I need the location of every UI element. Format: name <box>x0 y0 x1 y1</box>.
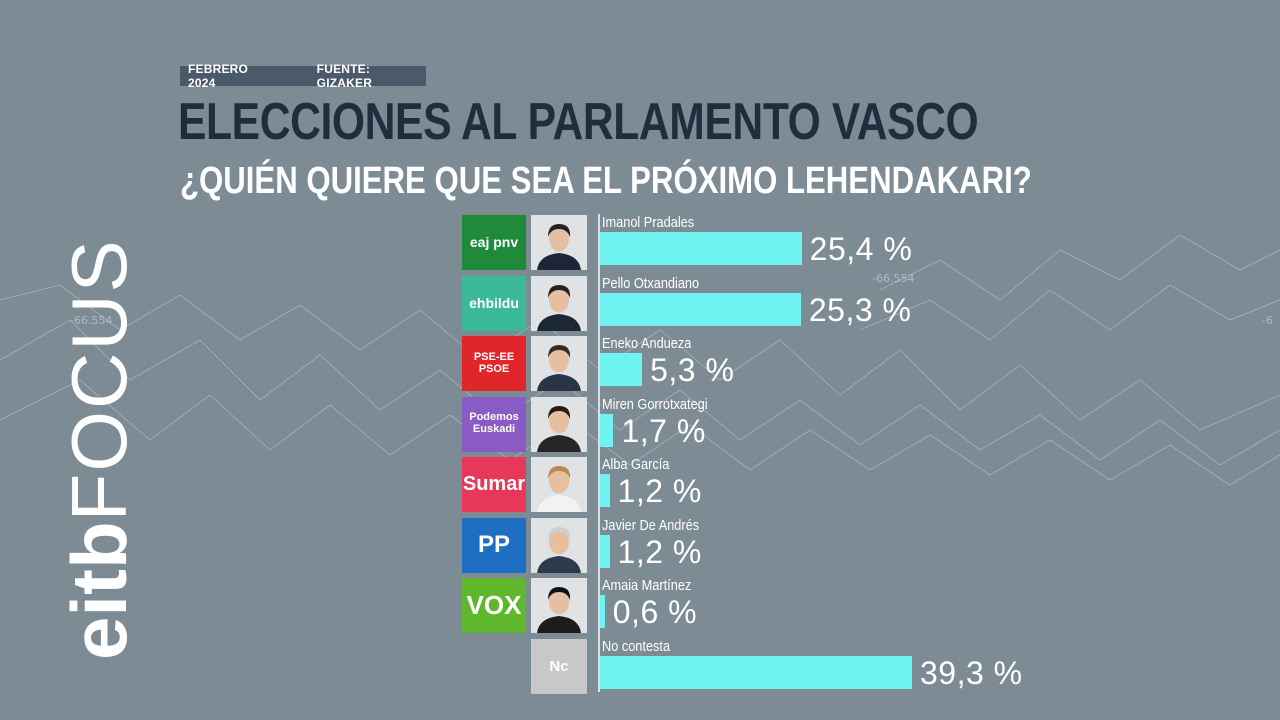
chart-title: ELECCIONES AL PARLAMENTO VASCO <box>178 93 979 151</box>
header-meta-bar: FEBRERO 2024 FUENTE: GIZAKER <box>180 62 426 90</box>
party-logo-text: Sumar <box>462 473 526 495</box>
party-logo-text: ehbildu <box>469 294 519 311</box>
candidate-photo <box>531 215 587 270</box>
svg-text:-66.554: -66.554 <box>872 272 914 285</box>
podemos-logo: Podemos Euskadi <box>462 396 526 452</box>
sumar-logo: Sumar <box>462 457 526 512</box>
value-label: 25,3 % <box>808 291 912 328</box>
candidate-photo <box>531 578 587 633</box>
value-label: 1,2 % <box>617 533 702 570</box>
bar-5 <box>600 474 610 507</box>
date-label: FEBRERO 2024 <box>188 62 249 90</box>
party-logo-text: PSE-EE PSOE <box>473 350 515 375</box>
chart-row: Sumar Alba García 1,2 % <box>0 455 1280 515</box>
candidate-name-label: Imanol Pradales <box>602 214 695 231</box>
candidate-photo <box>531 396 587 452</box>
svg-text:-66.554: -66.554 <box>70 314 112 327</box>
chart-row: Podemos Euskadi Miren Gorrotxategi 1,7 % <box>0 395 1280 455</box>
party-logo-text: Podemos Euskadi <box>469 411 519 435</box>
bar-8 <box>600 655 912 689</box>
chart-row: eaj pnv Imanol Pradales 25,4 % <box>0 213 1280 273</box>
vox-logo: VOX <box>462 578 526 633</box>
value-label: 1,2 % <box>617 473 702 509</box>
ehbildu-logo: ehbildu <box>462 275 526 331</box>
candidate-photo <box>531 275 587 331</box>
party-logo-text: PP <box>477 531 510 559</box>
candidate-photo <box>531 457 587 512</box>
party-logo-text: eaj pnv <box>469 234 519 251</box>
value-label: 39,3 % <box>920 654 1023 691</box>
candidate-name-label: No contesta <box>602 637 671 655</box>
bar-6 <box>600 534 610 568</box>
chart-row: PP Javier De Andrés 1,2 % <box>0 516 1280 576</box>
pnv-logo: eaj pnv <box>462 215 526 270</box>
pp-logo: PP <box>462 517 526 573</box>
bar-2 <box>600 292 801 326</box>
psoe-logo: PSE-EE PSOE <box>462 336 526 391</box>
candidate-name-label: Javier De Andrés <box>602 516 700 534</box>
candidate-name-label: Eneko Andueza <box>602 335 692 352</box>
candidate-name-label: Miren Gorrotxategi <box>602 395 708 413</box>
chart-row: PSE-EE PSOE Eneko Andueza 5,3 % <box>0 334 1280 394</box>
party-logo-text: VOX <box>466 589 522 620</box>
bar-7 <box>600 595 605 628</box>
bar-3 <box>600 353 643 386</box>
candidate-name-label: Pello Otxandiano <box>602 274 700 292</box>
value-label: 1,7 % <box>621 412 706 449</box>
chart-subtitle: ¿QUIÉN QUIERE QUE SEA EL PRÓXIMO LEHENDA… <box>180 160 1032 202</box>
candidate-photo <box>531 336 587 391</box>
chart-row: ehbildu Pello Otxandiano 25,3 % <box>0 274 1280 334</box>
value-label: 25,4 % <box>809 231 913 267</box>
candidate-name-label: Alba García <box>602 456 670 473</box>
chart-axis-line <box>598 214 600 692</box>
svg-text:-6: -6 <box>1262 314 1273 327</box>
value-label: 0,6 % <box>612 594 698 630</box>
chart-row: VOX Amaia Martínez 0,6 % <box>0 576 1280 636</box>
candidate-name-label: Amaia Martínez <box>602 577 692 594</box>
bar-4 <box>600 413 614 447</box>
source-label: FUENTE: GIZAKER <box>316 62 373 90</box>
bar-1 <box>600 232 802 265</box>
chart-row: Nc No contesta 39,3 % <box>0 637 1280 697</box>
value-label: 5,3 % <box>650 352 735 388</box>
candidate-photo <box>531 517 587 573</box>
no-answer-placeholder: Nc <box>531 638 587 694</box>
